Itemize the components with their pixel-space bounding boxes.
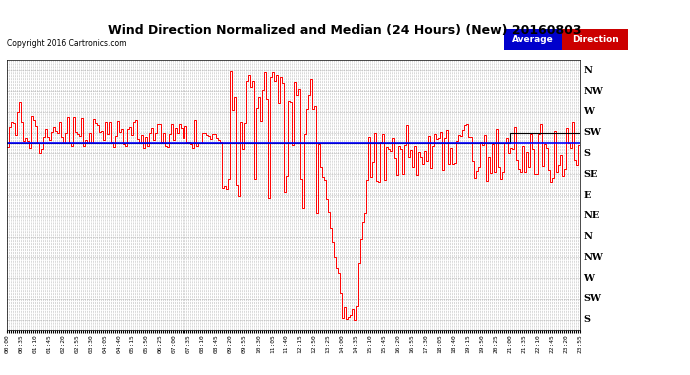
Text: N: N bbox=[583, 232, 592, 241]
Text: E: E bbox=[583, 190, 591, 200]
Text: W: W bbox=[583, 274, 594, 283]
Text: S: S bbox=[583, 149, 590, 158]
Text: SW: SW bbox=[583, 294, 601, 303]
Text: NW: NW bbox=[583, 87, 603, 96]
Text: SW: SW bbox=[583, 128, 601, 137]
Text: Wind Direction Normalized and Median (24 Hours) (New) 20160803: Wind Direction Normalized and Median (24… bbox=[108, 24, 582, 38]
Text: S: S bbox=[583, 315, 590, 324]
Text: Direction: Direction bbox=[572, 35, 618, 44]
Text: NE: NE bbox=[583, 211, 600, 220]
Text: Copyright 2016 Cartronics.com: Copyright 2016 Cartronics.com bbox=[7, 39, 126, 48]
Text: SE: SE bbox=[583, 170, 598, 179]
Text: W: W bbox=[583, 107, 594, 116]
Text: NW: NW bbox=[583, 253, 603, 262]
Text: N: N bbox=[583, 66, 592, 75]
Text: Average: Average bbox=[512, 35, 554, 44]
